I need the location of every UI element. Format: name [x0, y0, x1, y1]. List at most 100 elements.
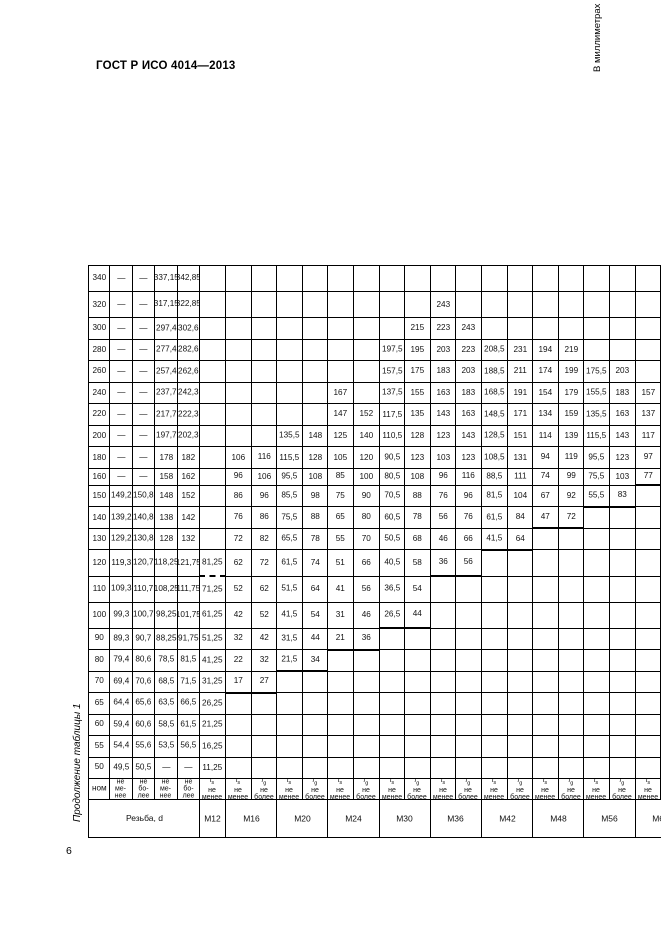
cell-nom-17: 240: [88, 382, 110, 404]
cell-Amore-8: 110,7: [132, 576, 155, 603]
cell-M36s-11: 56: [430, 506, 456, 529]
cell-M42s-4: [481, 671, 508, 693]
cell-M64s-18: [635, 360, 661, 383]
cell-nom-16: 220: [88, 403, 110, 426]
cell-M24g-1: [353, 735, 380, 758]
cell-M36g-13: 116: [455, 468, 482, 486]
cell-Bmore-18: 262,6: [177, 360, 200, 383]
cell-M42s-8: [481, 576, 508, 603]
cell-M56s-4: [583, 671, 610, 693]
thread-size-M12: M12: [199, 799, 226, 838]
cell-Aless-12: 149,2: [109, 485, 133, 507]
cell-M56s-14: 95,5: [583, 446, 610, 469]
cell-M24s-2: [327, 714, 354, 736]
cell-M30g-12: 88: [404, 485, 431, 507]
cell-M36g-17: 183: [455, 382, 482, 404]
thread-size-M42: M42: [481, 799, 533, 838]
table-caption: Продолжение таблицы 1: [72, 703, 83, 822]
cell-M36s-16: 143: [430, 403, 456, 426]
cell-M42s-0: [481, 757, 508, 779]
cell-M24s-4: [327, 671, 354, 693]
cell-M20g-0: [302, 757, 328, 779]
cell-M56g-18: 203: [609, 360, 636, 383]
cell-M24s-5: [327, 649, 354, 672]
cell-M36s-4: [430, 671, 456, 693]
cell-Amore-18: —: [132, 360, 155, 383]
cell-Amore-3: 65,6: [132, 692, 155, 715]
cell-Bmore-12: 152: [177, 485, 200, 507]
cell-M56g-11: [609, 506, 636, 529]
cell-M30g-3: [404, 692, 431, 715]
cell-M42g-11: 84: [507, 506, 533, 529]
cell-M48s-12: 67: [532, 485, 559, 507]
cell-M12-12: [199, 485, 226, 507]
cell-M36s-3: [430, 692, 456, 715]
cell-M20s-13: 95,5: [276, 468, 303, 486]
cell-M48g-11: 72: [558, 506, 584, 529]
cell-M42s-22: [481, 265, 508, 292]
cell-M16s-21: [225, 291, 252, 318]
cell-M16s-20: [225, 317, 252, 340]
cell-M24s-16: 147: [327, 403, 354, 426]
cell-M30g-5: [404, 649, 431, 672]
cell-M20s-21: [276, 291, 303, 318]
cell-Aless-15: —: [109, 425, 133, 447]
cell-Bmore-7: 101,75: [177, 602, 200, 629]
subheader-M48g: lg не более: [558, 778, 584, 800]
cell-M30s-21: [379, 291, 405, 318]
cell-Bmore-1: 56,5: [177, 735, 200, 758]
cell-Bless-10: 128: [154, 528, 178, 550]
cell-Aless-13: —: [109, 468, 133, 486]
cell-M12-5: 41,25: [199, 649, 226, 672]
cell-M48g-20: [558, 317, 584, 340]
cell-M64s-5: [635, 649, 661, 672]
cell-M56g-20: [609, 317, 636, 340]
cell-M20g-3: [302, 692, 328, 715]
subheader-M16s: ls не менее: [225, 778, 252, 800]
cell-M36s-15: 123: [430, 425, 456, 447]
cell-M12-22: [199, 265, 226, 292]
cell-M24g-13: 100: [353, 468, 380, 486]
cell-nom-1: 55: [88, 735, 110, 758]
cell-M42s-11: 61,5: [481, 506, 508, 529]
cell-Bless-16: 217,7: [154, 403, 178, 426]
cell-M36s-18: 183: [430, 360, 456, 383]
cell-M30g-9: 58: [404, 549, 431, 577]
cell-Amore-16: —: [132, 403, 155, 426]
cell-M36s-5: [430, 649, 456, 672]
cell-M56g-8: [609, 576, 636, 603]
cell-M12-20: [199, 317, 226, 340]
cell-M56g-5: [609, 649, 636, 672]
cell-M48s-9: [532, 549, 559, 577]
cell-nom-18: 260: [88, 360, 110, 383]
cell-M12-6: 51,25: [199, 628, 226, 650]
cell-M20g-8: 64: [302, 576, 328, 603]
cell-M12-8: 71,25: [199, 576, 226, 603]
cell-M30g-22: [404, 265, 431, 292]
cell-M56g-1: [609, 735, 636, 758]
cell-M36s-20: 223: [430, 317, 456, 340]
cell-Amore-12: 150,8: [132, 485, 155, 507]
cell-M64s-4: [635, 671, 661, 693]
cell-M20s-2: [276, 714, 303, 736]
cell-M24s-3: [327, 692, 354, 715]
subheader-M20s: ls не менее: [276, 778, 303, 800]
cell-M64s-21: [635, 291, 661, 318]
cell-Aless-18: —: [109, 360, 133, 383]
cell-M36g-14: 123: [455, 446, 482, 469]
cell-Aless-20: —: [109, 317, 133, 340]
cell-Bless-22: 337,15: [154, 265, 178, 292]
cell-M42g-20: [507, 317, 533, 340]
cell-M16s-1: [225, 735, 252, 758]
cell-M56g-9: [609, 549, 636, 577]
cell-M48s-20: [532, 317, 559, 340]
cell-M20g-17: [302, 382, 328, 404]
cell-M36g-2: [455, 714, 482, 736]
cell-M20s-14: 115,5: [276, 446, 303, 469]
cell-M16s-15: [225, 425, 252, 447]
cell-Aless-11: 139,2: [109, 506, 133, 529]
cell-Amore-2: 60,6: [132, 714, 155, 736]
cell-M42g-17: 191: [507, 382, 533, 404]
cell-M48s-14: 94: [532, 446, 559, 469]
cell-Bmore-16: 222,3: [177, 403, 200, 426]
